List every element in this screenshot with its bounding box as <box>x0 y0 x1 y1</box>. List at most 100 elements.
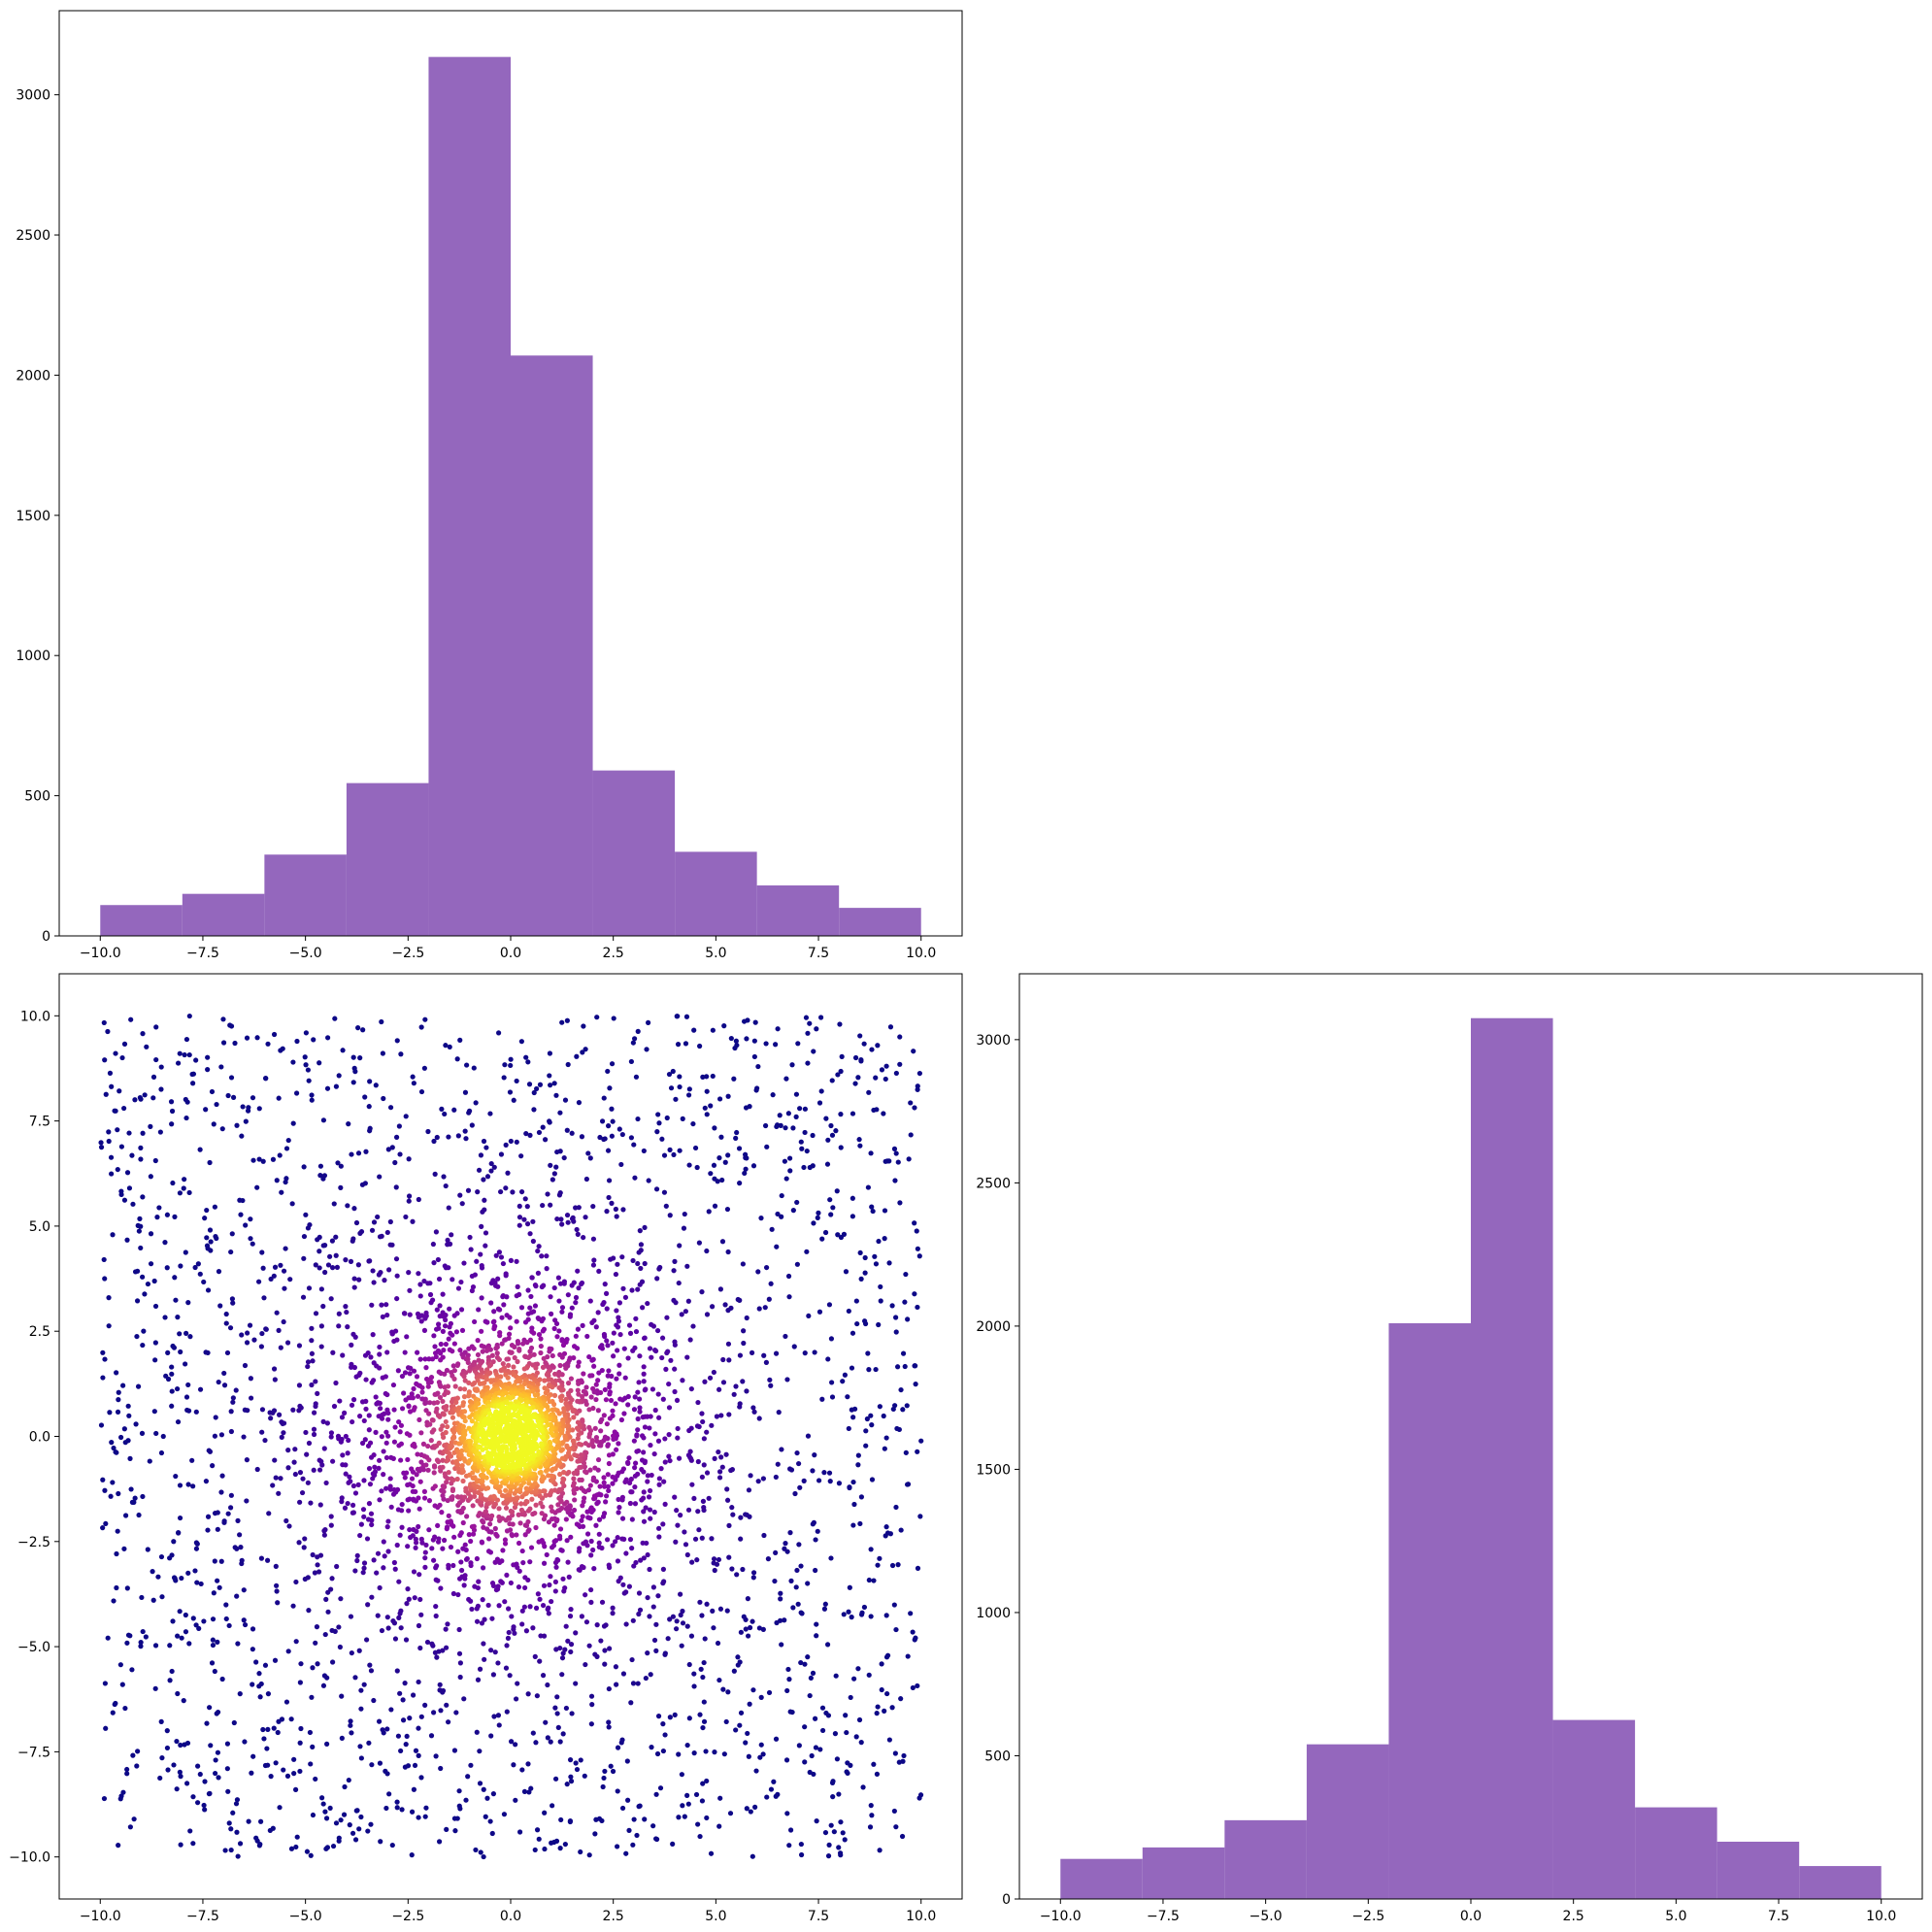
scatter-point <box>716 1096 723 1102</box>
scatter-point <box>846 1609 851 1615</box>
scatter-point <box>479 1539 484 1545</box>
scatter-point <box>340 1048 346 1053</box>
scatter-point <box>396 1579 402 1584</box>
scatter-point <box>257 1694 263 1700</box>
scatter-point <box>522 1416 528 1422</box>
scatter-point <box>183 1394 190 1400</box>
scatter-point <box>262 1437 268 1444</box>
scatter-point <box>567 1817 574 1824</box>
scatter-point <box>370 1268 376 1274</box>
scatter-point <box>704 1112 710 1117</box>
scatter-point <box>486 1363 492 1369</box>
scatter-point <box>445 1237 450 1244</box>
scatter-point <box>708 1171 714 1177</box>
scatter-point <box>381 1095 386 1102</box>
scatter-point <box>457 1385 463 1392</box>
scatter-point <box>308 1500 314 1506</box>
scatter-point <box>813 1745 819 1750</box>
scatter-point <box>518 1188 525 1195</box>
scatter-point <box>114 1584 119 1591</box>
scatter-point <box>583 1619 590 1625</box>
scatter-point <box>700 1724 706 1731</box>
scatter-point <box>623 1850 629 1856</box>
scatter-point <box>556 1495 562 1501</box>
scatter-point <box>330 1458 336 1464</box>
scatter-point <box>630 1617 636 1623</box>
scatter-point <box>311 1467 316 1473</box>
scatter-point <box>337 1644 343 1650</box>
scatter-point <box>573 1205 579 1211</box>
scatter-point <box>632 1175 638 1181</box>
scatter-point <box>745 1730 750 1737</box>
scatter-point <box>659 1335 666 1341</box>
scatter-point <box>546 1605 551 1611</box>
scatter-point <box>303 1030 309 1036</box>
scatter-point <box>504 1294 510 1300</box>
scatter-point <box>138 1145 144 1150</box>
scatter-point <box>615 1558 621 1564</box>
scatter-point <box>454 1395 460 1401</box>
scatter-point <box>916 1253 922 1259</box>
scatter-point <box>373 1394 379 1400</box>
scatter-point <box>385 1518 391 1524</box>
scatter-point <box>703 1749 709 1754</box>
scatter-point <box>118 1144 124 1149</box>
scatter-point <box>259 1330 265 1337</box>
scatter-point <box>565 1505 571 1511</box>
scatter-point <box>610 1605 616 1611</box>
scatter-point <box>212 1668 217 1675</box>
scatter-point <box>908 1611 914 1616</box>
scatter-point <box>402 1311 408 1316</box>
scatter-point <box>128 1486 134 1492</box>
scatter-point <box>462 1417 468 1424</box>
scatter-point <box>437 1414 443 1419</box>
scatter-point <box>210 1642 217 1649</box>
scatter-point <box>645 1479 650 1484</box>
scatter-point <box>209 1660 216 1666</box>
scatter-point <box>733 1135 739 1142</box>
scatter-point <box>507 1089 514 1095</box>
scatter-point <box>495 1713 502 1718</box>
scatter-point <box>798 1841 804 1848</box>
scatter-point <box>613 1539 618 1545</box>
scatter-point <box>601 1480 607 1485</box>
scatter-point <box>852 1054 859 1061</box>
scatter-point <box>628 1700 634 1706</box>
scatter-point <box>647 1614 652 1619</box>
scatter-point <box>900 1407 906 1413</box>
scatter-point <box>293 1579 299 1585</box>
scatter-point <box>719 1239 726 1245</box>
scatter-point <box>771 1779 777 1784</box>
scatter-point <box>309 1097 315 1103</box>
scatter-point <box>549 1311 554 1316</box>
scatter-point <box>547 1582 552 1588</box>
scatter-point <box>461 1409 468 1415</box>
scatter-point <box>581 1371 586 1377</box>
scatter-point <box>285 1649 291 1654</box>
scatter-point <box>502 1537 509 1543</box>
histogram-bar <box>346 783 429 936</box>
scatter-point <box>846 1425 851 1432</box>
scatter-point <box>371 1557 377 1563</box>
scatter-point <box>881 1111 886 1116</box>
scatter-point <box>522 1575 528 1581</box>
scatter-point <box>352 1675 358 1681</box>
scatter-point <box>360 1027 366 1033</box>
scatter-point <box>347 1474 352 1480</box>
scatter-point <box>145 1281 151 1287</box>
scatter-point <box>506 1362 512 1368</box>
scatter-point <box>311 1426 317 1432</box>
scatter-point <box>676 1280 682 1286</box>
scatter-point <box>457 1674 463 1681</box>
scatter-point <box>593 1434 600 1441</box>
scatter-point <box>233 1801 240 1807</box>
scatter-point <box>610 1768 616 1775</box>
scatter-point <box>548 1083 553 1088</box>
scatter-point <box>701 1659 707 1666</box>
scatter-point <box>625 1459 631 1465</box>
scatter-point <box>152 1340 158 1346</box>
scatter-point <box>619 1737 625 1743</box>
scatter-point <box>563 1365 569 1371</box>
scatter-point <box>615 1844 620 1849</box>
scatter-point <box>315 1390 320 1396</box>
